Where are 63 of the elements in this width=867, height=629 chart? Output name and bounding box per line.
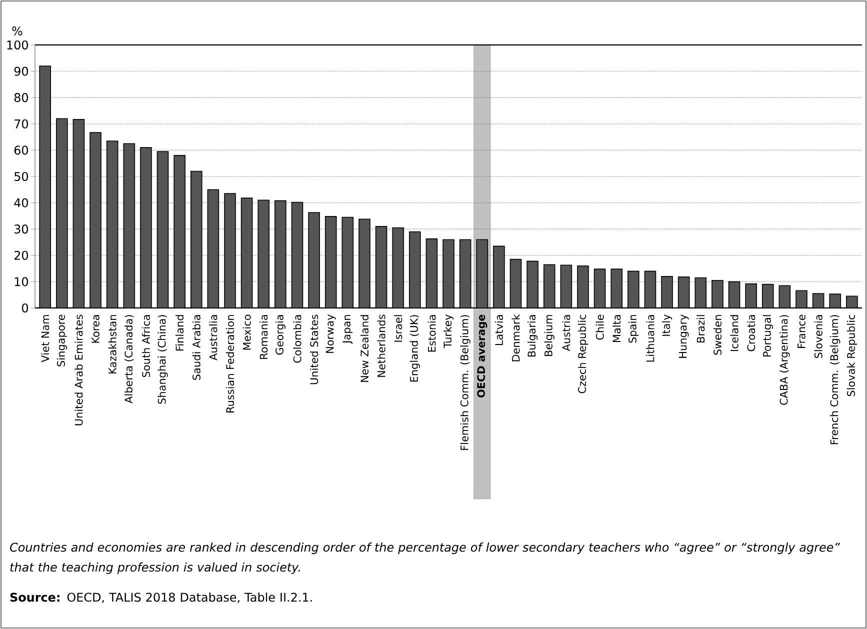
x-tick-label: Latvia [494, 315, 503, 345]
x-tick-label: Iceland [730, 315, 738, 352]
x-tick-label: United States [310, 314, 318, 384]
x-tick-label: Brazil [696, 315, 705, 342]
x-tick-label: Chile [596, 314, 604, 340]
y-tick-label: 40 [14, 198, 28, 208]
x-tick-label: United Arab Emirates [74, 314, 83, 426]
y-axis-title: % [12, 26, 22, 36]
x-tick-label: Viet Nam [41, 315, 50, 362]
y-tick-label: 90 [14, 66, 28, 76]
x-tick-label: Korea [92, 315, 100, 343]
x-tick-label: Israel [394, 315, 402, 342]
x-tick-label: Shanghai (China) [158, 315, 168, 404]
x-tick-label: Italy [662, 314, 672, 336]
y-tick-label: 0 [22, 303, 28, 313]
x-tick-label: Turkey [443, 314, 454, 348]
x-tick-label: Norway [326, 314, 336, 353]
y-tick-label: 100 [7, 40, 28, 50]
y-tick-label: 70 [14, 119, 28, 128]
text: Source: OECD, TALIS 2018 Database, Table II.2.1. [10, 592, 312, 603]
y-tick-label: 50 [14, 172, 28, 182]
x-tick-label: Malta [612, 315, 621, 342]
x-tick-label: Spain [628, 315, 638, 343]
x-tick-label: Finland [176, 315, 184, 351]
x-tick-label: Lithuania [646, 315, 654, 362]
y-tick-label: 60 [14, 146, 28, 155]
x-tick-label: CABA (Argentina) [780, 315, 790, 405]
x-tick-label: Colombia [293, 315, 302, 363]
x-tick-label: France [798, 314, 806, 348]
x-tick-label: Alberta (Canada) [124, 315, 134, 404]
x-tick-label: Slovak Republic [846, 314, 857, 396]
x-tick-label: South Africa [142, 315, 150, 378]
x-tick-label: Denmark [512, 314, 520, 362]
x-tick-label: Kazakhstan [108, 315, 116, 374]
x-tick-label: Hungary [678, 314, 689, 358]
x-tick-label: Slovenia [814, 315, 822, 358]
x-tick-label: Russian Federation [226, 315, 234, 412]
x-tick-label: Japan [342, 315, 353, 344]
x-tick-label: Flemish Comm. (Belgium) [460, 315, 470, 450]
x-tick-label: Sweden [713, 315, 722, 355]
x-tick-label: England (UK) [410, 315, 420, 382]
x-tick-label: New Zealand [360, 315, 369, 382]
x-tick-label: Austria [562, 315, 570, 352]
x-tick-label: Saudi Arabia [192, 315, 200, 380]
x-tick-label: Mexico [242, 314, 251, 350]
x-tick-label: Portugal [762, 315, 773, 356]
x-tick-label: French Comm. (Belgium) [830, 315, 840, 444]
x-tick-label: Romania [260, 315, 268, 359]
x-tick-label: Netherlands [377, 314, 386, 377]
x-tick-label: Australia [209, 315, 218, 360]
y-tick-label: 20 [14, 250, 28, 260]
y-tick-label: 10 [14, 277, 28, 286]
x-tick-label: Croatia [747, 315, 756, 352]
x-tick-label: OECD average [477, 314, 488, 398]
x-tick-label: Estonia [428, 315, 436, 352]
y-tick-label: 30 [14, 224, 28, 234]
x-tick-label: Singapore [56, 314, 67, 366]
x-tick-label: Bulgaria [528, 315, 538, 357]
x-tick-label: Czech Republic [578, 314, 588, 394]
x-tick-label: Georgia [275, 315, 286, 355]
text: Countries and economies are ranked in descending order of the percentage of lower secondary teachers who “agree” or “strongly agree” that the teaching profession is valued in society. [10, 542, 840, 574]
x-tick-label: Belgium [544, 315, 554, 356]
y-tick-label: 80 [14, 93, 28, 102]
